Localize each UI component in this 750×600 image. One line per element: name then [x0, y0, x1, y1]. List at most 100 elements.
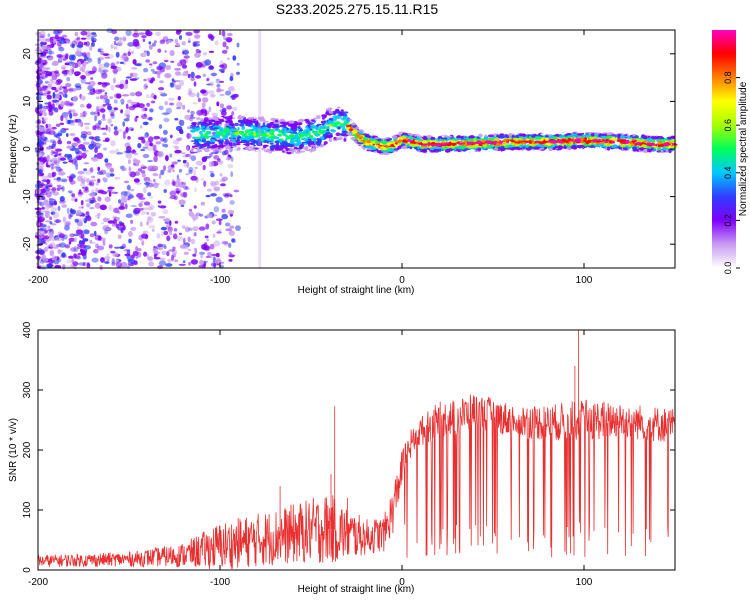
spectrogram-noise-cell [187, 88, 193, 93]
spectrogram-ridge-cell [513, 147, 520, 150]
spectrogram-noise-cell [195, 75, 202, 79]
spectrogram-noise-cell [182, 183, 187, 189]
spectrogram-noise-cell [50, 207, 58, 213]
spectrogram-noise-cell [51, 255, 58, 261]
spectrogram-ridge-cell [391, 135, 398, 139]
spectrogram-noise-cell [97, 166, 100, 172]
spectrogram-noise-cell [227, 164, 234, 169]
spectrogram-noise-cell [195, 62, 203, 68]
spectrogram-noise-cell [100, 222, 105, 225]
spectrogram-noise-cell [59, 122, 65, 126]
spectrogram-noise-cell [165, 107, 173, 114]
spectrogram-noise-cell [121, 167, 128, 172]
spectrogram-noise-cell [86, 103, 92, 109]
spectrogram-ridge-cell [209, 121, 213, 125]
spectrogram-noise-cell [74, 218, 80, 223]
spectrogram-noise-cell [81, 147, 87, 152]
spectrogram-noise-cell [192, 253, 197, 257]
spectrogram-noise-cell [44, 80, 49, 84]
spectrogram-noise-cell [55, 94, 60, 99]
spectrogram-noise-cell [104, 56, 111, 59]
spectrogram-ridge-cell [577, 133, 583, 136]
spectrogram-ridge-cell [345, 122, 348, 126]
spectrogram-noise-cell [148, 204, 155, 211]
spectrogram-ridge-cell [262, 144, 267, 149]
spectrogram-noise-cell [61, 34, 68, 38]
spectrogram-noise-cell [154, 182, 157, 185]
spectrogram-noise-cell [190, 175, 198, 181]
spectrogram-noise-cell [90, 77, 94, 80]
spectrogram-noise-cell [71, 174, 76, 179]
spectrogram-noise-cell [149, 108, 154, 113]
spectrogram-noise-cell [219, 179, 226, 183]
spectrogram-noise-cell [96, 96, 100, 100]
spectrogram-noise-cell [52, 72, 56, 76]
spectrogram-noise-cell [119, 99, 124, 103]
spectrogram-noise-cell [231, 106, 238, 111]
spectrogram-noise-cell [159, 91, 166, 94]
spectrogram-noise-cell [38, 109, 44, 114]
spectrogram-noise-cell [143, 251, 148, 257]
spectrogram-ridge-cell [667, 145, 672, 148]
spectrogram-noise-cell [148, 63, 153, 66]
spectrogram-ridge-cell [352, 125, 356, 128]
spectrogram-ridge-cell [234, 122, 239, 127]
spectrogram-noise-cell [146, 212, 150, 215]
spectrogram-noise-cell [201, 102, 206, 109]
spectrogram-noise-cell [104, 103, 112, 106]
spectrogram-ridge-cell [244, 129, 251, 134]
spectrogram-noise-cell [223, 242, 229, 246]
spectrogram-noise-cell [82, 110, 88, 117]
spectrogram-noise-cell [52, 92, 56, 99]
spectrogram-ridge-cell [242, 143, 249, 146]
spectrogram-noise-cell [56, 165, 60, 168]
spectrogram-noise-cell [69, 214, 73, 218]
spectrogram-noise-cell [189, 118, 194, 122]
spectrogram-ridge-cell [387, 141, 393, 144]
spectrogram-ridge-cell [414, 140, 419, 142]
spectrogram-ridge-cell [336, 137, 339, 141]
spectrogram-noise-cell [123, 191, 131, 197]
spectrogram-noise-cell [50, 128, 54, 136]
spectrogram-noise-cell [56, 187, 64, 190]
spectrogram-ridge-cell [478, 133, 483, 138]
spectrogram-ridge-cell [618, 143, 622, 146]
spectrogram-noise-cell [38, 235, 44, 239]
spectrogram-noise-cell [69, 61, 76, 64]
spectrogram-noise-cell [81, 69, 86, 73]
spectrogram-ridge-cell [253, 121, 257, 124]
spectrogram-noise-cell [202, 263, 206, 269]
spectrogram-noise-cell [66, 140, 72, 145]
spectrogram-noise-cell [210, 193, 218, 197]
spectrogram-ridge-cell [265, 150, 269, 153]
spectrogram-noise-cell [96, 245, 105, 251]
spectrogram-ridge-cell [341, 130, 347, 133]
spectrogram-noise-cell [159, 205, 167, 209]
spectrogram-noise-cell [108, 191, 112, 197]
spectrogram-ridge-cell [493, 147, 499, 151]
spectrogram-ridge-cell [545, 135, 549, 138]
spectrogram-noise-cell [38, 111, 42, 115]
spectrogram-noise-cell [228, 259, 233, 262]
spectrogram-noise-cell [41, 133, 45, 139]
spectrogram-ridge-cell [409, 146, 413, 150]
spectrogram-noise-cell [123, 56, 129, 61]
spectrogram-noise-cell [176, 101, 183, 109]
spectrogram-x-label: Height of straight line (km) [298, 285, 415, 296]
spectrogram-noise-cell [129, 78, 138, 81]
spectrogram-noise-cell [49, 221, 53, 225]
spectrogram-ridge-cell [536, 144, 543, 148]
spectrogram-ridge-cell [508, 133, 513, 137]
spectrogram-noise-cell [225, 222, 231, 227]
spectrogram-noise-cell [122, 121, 125, 127]
spectrogram-noise-cell [177, 96, 181, 101]
spectrogram-ridge-cell [267, 149, 271, 153]
spectrogram-noise-cell [59, 91, 64, 95]
spectrogram-noise-cell [172, 139, 180, 145]
spectrogram-ridge-cell [581, 132, 585, 135]
spectrogram-ridge-cell [248, 143, 254, 145]
spectrogram-noise-cell [63, 87, 69, 94]
spectrogram-ridge-cell [457, 142, 463, 145]
spectrogram-ridge-cell [341, 128, 347, 131]
spectrogram-noise-cell [36, 68, 43, 72]
